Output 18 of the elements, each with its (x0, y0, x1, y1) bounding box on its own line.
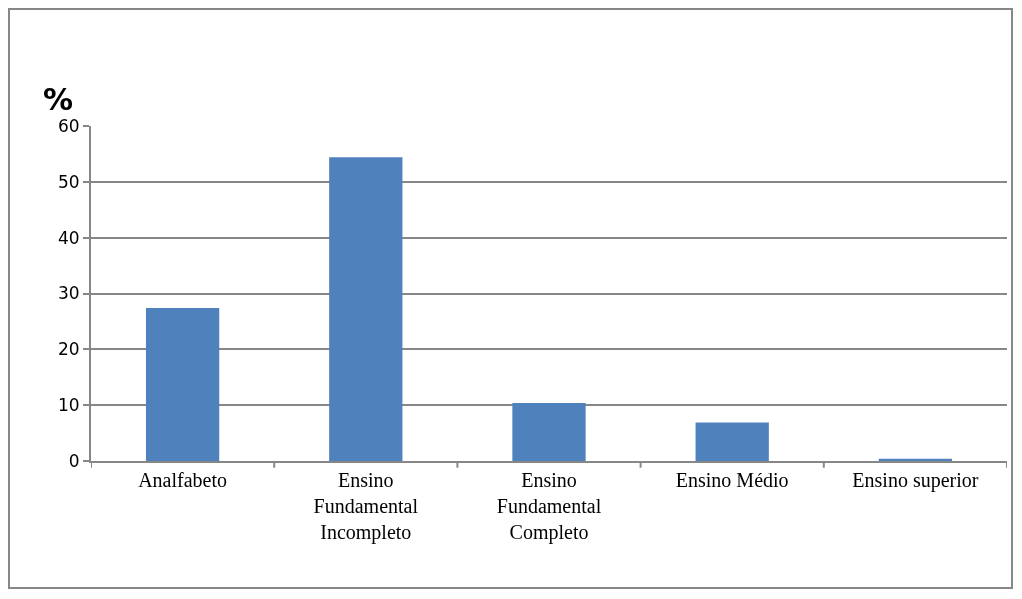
bar (329, 157, 403, 461)
x-tick-label: Ensino Médio (675, 469, 789, 491)
y-tick-label: 50 (57, 171, 80, 192)
bar (878, 458, 953, 461)
y-tick-label: 60 (57, 115, 80, 136)
y-tick-label: 30 (57, 283, 80, 304)
y-axis-title: % (43, 82, 74, 117)
y-tick-label: 10 (57, 395, 80, 416)
bar (512, 402, 586, 461)
x-tick-label: Ensino Fundamental Incompleto (313, 469, 419, 544)
x-tick-label: Ensino Fundamental Completo (496, 469, 602, 544)
y-tick-label: 20 (57, 339, 80, 360)
bar (695, 422, 769, 461)
bar (145, 308, 220, 461)
y-tick-label: 40 (57, 227, 80, 248)
y-tick-label: 0 (68, 450, 80, 471)
x-tick-label: Ensino superior (852, 469, 979, 492)
x-tick-label: Analfabeto (138, 469, 228, 491)
